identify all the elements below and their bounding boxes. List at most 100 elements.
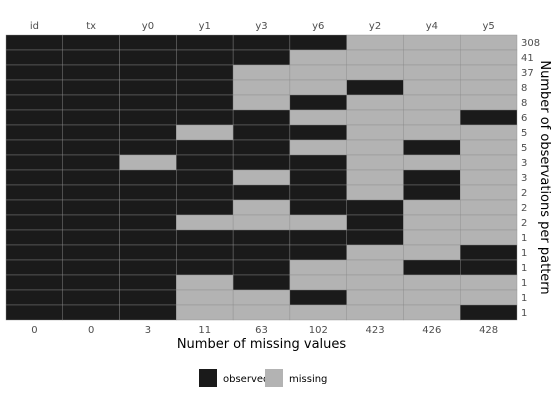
pattern-cell — [119, 64, 177, 81]
pattern-cell — [119, 259, 177, 276]
pattern-cell — [289, 109, 347, 126]
pattern-cell — [403, 139, 461, 156]
legend-label-observed: observed — [223, 374, 269, 385]
pattern-cell — [176, 169, 234, 186]
pattern-count-label: 8 — [521, 83, 527, 94]
pattern-cell — [176, 214, 234, 231]
pattern-cell — [346, 34, 404, 51]
pattern-cell — [346, 289, 404, 306]
pattern-cell — [460, 304, 518, 321]
pattern-cell — [460, 184, 518, 201]
pattern-cell — [176, 289, 234, 306]
pattern-cell — [346, 139, 404, 156]
missing-count-label: 102 — [309, 325, 328, 336]
column-label: y2 — [369, 21, 381, 32]
pattern-cell — [62, 229, 120, 246]
pattern-cell — [176, 139, 234, 156]
pattern-count-label: 1 — [521, 263, 527, 274]
pattern-cell — [289, 304, 347, 321]
pattern-cell — [289, 94, 347, 111]
pattern-cell — [460, 289, 518, 306]
pattern-cell — [403, 244, 461, 261]
pattern-cell — [289, 229, 347, 246]
pattern-cell — [289, 184, 347, 201]
pattern-cell — [62, 304, 120, 321]
pattern-cell — [289, 274, 347, 291]
pattern-cell — [62, 259, 120, 276]
pattern-cell — [460, 64, 518, 81]
pattern-cell — [5, 304, 63, 321]
pattern-cell — [5, 64, 63, 81]
pattern-cell — [119, 79, 177, 96]
pattern-cell — [176, 274, 234, 291]
pattern-count-label: 3 — [521, 173, 527, 184]
pattern-cell — [460, 199, 518, 216]
pattern-cell — [232, 289, 291, 306]
pattern-cell — [232, 214, 291, 231]
pattern-cell — [460, 34, 518, 51]
pattern-cell — [5, 109, 63, 126]
pattern-count-label: 8 — [521, 98, 527, 109]
pattern-cell — [232, 49, 291, 66]
pattern-cell — [346, 304, 404, 321]
pattern-cell — [460, 259, 518, 276]
pattern-cell — [403, 304, 461, 321]
pattern-cell — [289, 49, 347, 66]
pattern-cell — [289, 124, 347, 141]
pattern-cell — [289, 64, 347, 81]
pattern-cell — [176, 154, 234, 171]
pattern-cell — [176, 304, 234, 321]
pattern-cell — [289, 79, 347, 96]
pattern-cell — [119, 94, 177, 111]
pattern-cell — [232, 259, 291, 276]
pattern-cell — [119, 289, 177, 306]
pattern-cell — [460, 49, 518, 66]
pattern-cell — [403, 214, 461, 231]
pattern-cell — [232, 199, 291, 216]
column-label: id — [30, 21, 39, 32]
missing-count-label: 426 — [422, 325, 441, 336]
pattern-cell — [232, 79, 291, 96]
pattern-cell — [119, 139, 177, 156]
pattern-cell — [232, 169, 291, 186]
pattern-cell — [176, 64, 234, 81]
y-axis-title: Number of observations per pattern — [537, 60, 552, 294]
pattern-cell — [346, 154, 404, 171]
pattern-cell — [119, 169, 177, 186]
column-label: y5 — [482, 21, 494, 32]
pattern-cell — [5, 184, 63, 201]
pattern-cell — [232, 64, 291, 81]
pattern-cell — [460, 214, 518, 231]
pattern-cell — [5, 289, 63, 306]
pattern-cell — [232, 34, 291, 51]
pattern-cell — [5, 229, 63, 246]
pattern-cell — [346, 79, 404, 96]
pattern-cell — [232, 94, 291, 111]
pattern-cell — [232, 184, 291, 201]
pattern-count-label: 6 — [521, 113, 527, 124]
pattern-cell — [176, 79, 234, 96]
pattern-cell — [460, 154, 518, 171]
pattern-cell — [289, 34, 347, 51]
pattern-cell — [403, 64, 461, 81]
pattern-cell — [346, 64, 404, 81]
pattern-cell — [62, 214, 120, 231]
legend-label-missing: missing — [289, 374, 327, 385]
pattern-cell — [232, 244, 291, 261]
missing-count-label: 0 — [31, 325, 37, 336]
pattern-cell — [403, 124, 461, 141]
pattern-cell — [403, 289, 461, 306]
pattern-cell — [346, 214, 404, 231]
pattern-cell — [403, 154, 461, 171]
pattern-cell — [119, 154, 177, 171]
pattern-cell — [176, 109, 234, 126]
pattern-cell — [346, 124, 404, 141]
pattern-cell — [62, 199, 120, 216]
pattern-count-label: 5 — [521, 128, 527, 139]
pattern-cell — [5, 139, 63, 156]
pattern-cell — [289, 169, 347, 186]
pattern-cell — [460, 274, 518, 291]
pattern-cell — [62, 184, 120, 201]
